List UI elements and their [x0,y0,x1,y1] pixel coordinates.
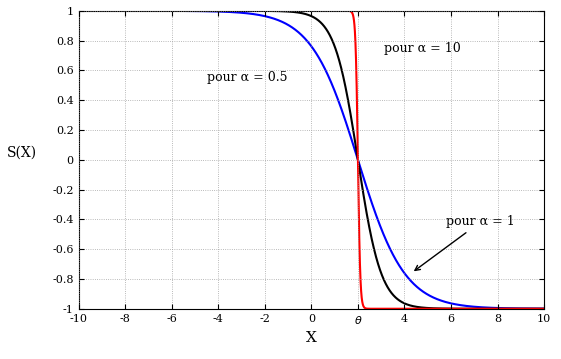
Text: pour α = 1: pour α = 1 [415,215,515,270]
Text: pour α = 0.5: pour α = 0.5 [206,71,287,84]
X-axis label: X: X [306,331,317,345]
Text: pour α = 10: pour α = 10 [384,42,460,56]
Y-axis label: S(X): S(X) [7,146,36,160]
